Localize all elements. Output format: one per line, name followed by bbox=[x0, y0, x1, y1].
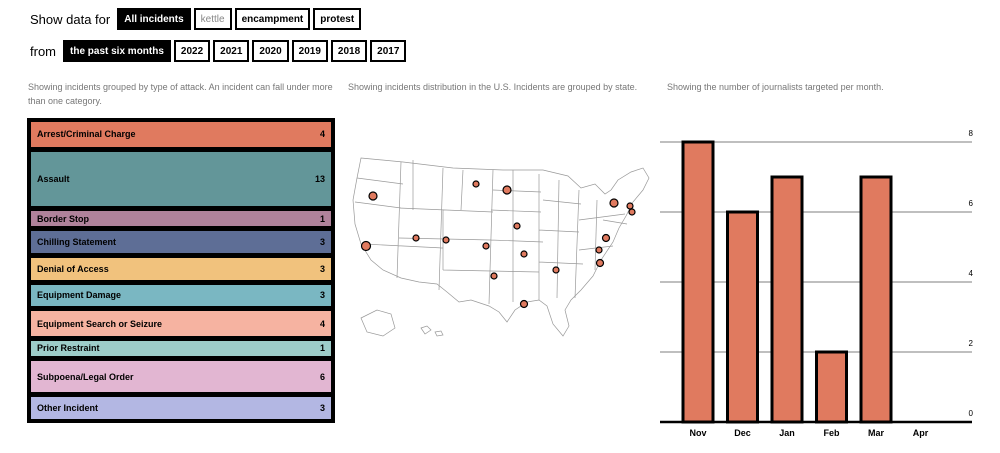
incident-marker-oregon[interactable] bbox=[368, 191, 378, 201]
treemap-tile-equipment-search-or-seizure[interactable]: Equipment Search or Seizure 4 bbox=[30, 310, 332, 337]
chart-y-ticks: 0 2 4 6 8 bbox=[969, 129, 974, 418]
x-tick-label-dec: Dec bbox=[734, 428, 751, 438]
filter-kettle-button[interactable]: kettle bbox=[193, 8, 232, 30]
incident-marker-north-dakota[interactable] bbox=[472, 180, 480, 188]
treemap-tile-count: 1 bbox=[319, 343, 325, 354]
treemap-tile-other-incident[interactable]: Other Incident 3 bbox=[30, 396, 332, 420]
y-tick-label-6: 6 bbox=[969, 199, 974, 208]
filter-encampment-button[interactable]: encampment bbox=[234, 8, 311, 30]
y-tick-label-0: 0 bbox=[969, 409, 974, 418]
incident-marker-new-jersey[interactable] bbox=[601, 233, 611, 243]
treemap-tile-equipment-damage[interactable]: Equipment Damage 3 bbox=[30, 283, 332, 308]
chart-x-ticks: Nov Dec Jan Feb Mar Apr bbox=[689, 428, 928, 438]
y-tick-label-4: 4 bbox=[969, 269, 974, 278]
period-2017-button[interactable]: 2017 bbox=[370, 40, 407, 62]
period-2019-button[interactable]: 2019 bbox=[291, 40, 328, 62]
treemap-tile-denial-of-access[interactable]: Denial of Access 3 bbox=[30, 256, 332, 281]
bar-feb[interactable] bbox=[815, 350, 848, 424]
incident-marker-iowa[interactable] bbox=[513, 222, 521, 230]
incident-state-markers bbox=[360, 180, 636, 309]
x-tick-label-nov: Nov bbox=[689, 428, 706, 438]
bar-nov[interactable] bbox=[681, 140, 715, 424]
hawaii-shape bbox=[420, 325, 444, 337]
treemap-tile-label: Assault bbox=[37, 174, 70, 185]
treemap-tile-count: 1 bbox=[319, 213, 325, 224]
x-tick-label-jan: Jan bbox=[779, 428, 795, 438]
treemap-tile-count: 3 bbox=[319, 290, 325, 301]
incident-type-filter: Show data for All incidents kettle encam… bbox=[30, 8, 364, 30]
incident-marker-nebraska[interactable] bbox=[482, 242, 490, 250]
treemap-tile-label: Other Incident bbox=[37, 403, 99, 414]
incident-marker-virginia[interactable] bbox=[595, 246, 603, 254]
x-tick-label-mar: Mar bbox=[868, 428, 885, 438]
treemap-tile-count: 6 bbox=[319, 371, 325, 382]
incident-marker-oklahoma[interactable] bbox=[490, 272, 498, 280]
journalists-per-month-chart: 0 2 4 6 8 Nov Dec Jan Feb Mar Apr bbox=[660, 129, 974, 438]
period-2022-button[interactable]: 2022 bbox=[173, 40, 211, 62]
x-tick-label-feb: Feb bbox=[823, 428, 840, 438]
period-2018-button[interactable]: 2018 bbox=[330, 40, 368, 62]
treemap-tile-count: 3 bbox=[319, 263, 325, 274]
treemap-tile-border-stop[interactable]: Border Stop 1 bbox=[30, 210, 332, 228]
incident-marker-tennessee[interactable] bbox=[552, 266, 560, 274]
months-caption: Showing the number of journalists target… bbox=[667, 82, 884, 92]
incident-marker-utah[interactable] bbox=[412, 234, 420, 242]
period-2020-button[interactable]: 2020 bbox=[252, 40, 289, 62]
bar-mar[interactable] bbox=[859, 175, 893, 424]
treemap-tile-label: Equipment Search or Seizure bbox=[37, 318, 163, 329]
y-tick-label-8: 8 bbox=[969, 129, 974, 138]
treemap-tile-count: 13 bbox=[314, 174, 325, 185]
bar-jan[interactable] bbox=[770, 175, 804, 424]
incident-marker-texas[interactable] bbox=[519, 299, 529, 309]
incident-marker-massachusetts[interactable] bbox=[626, 202, 634, 210]
from-label: from bbox=[30, 43, 56, 59]
treemap-tile-prior-restraint[interactable]: Prior Restraint 1 bbox=[30, 339, 332, 357]
incident-marker-connecticut[interactable] bbox=[628, 208, 636, 216]
treemap-tile-chilling-statement[interactable]: Chilling Statement 3 bbox=[30, 230, 332, 254]
treemap-tile-count: 3 bbox=[319, 403, 325, 414]
x-tick-label-apr: Apr bbox=[913, 428, 929, 438]
incident-marker-colorado[interactable] bbox=[442, 236, 450, 244]
us-incident-map bbox=[352, 157, 650, 337]
incident-marker-new-york[interactable] bbox=[609, 198, 619, 208]
period-filter: from the past six months 2022 2021 2020 … bbox=[30, 40, 409, 62]
treemap-tile-assault[interactable]: Assault 13 bbox=[30, 150, 332, 208]
treemap-tile-label: Equipment Damage bbox=[37, 290, 122, 301]
treemap-tile-label: Chilling Statement bbox=[37, 237, 117, 248]
treemap-tile-label: Denial of Access bbox=[37, 263, 109, 274]
us-states-outline bbox=[352, 157, 650, 337]
incident-marker-missouri[interactable] bbox=[520, 250, 528, 258]
filter-protest-button[interactable]: protest bbox=[313, 8, 362, 30]
treemap-tile-subpoena-legal-order[interactable]: Subpoena/Legal Order 6 bbox=[30, 359, 332, 394]
alaska-shape bbox=[360, 309, 396, 337]
treemap-tile-label: Prior Restraint bbox=[37, 343, 100, 354]
y-tick-label-2: 2 bbox=[969, 339, 974, 348]
treemap-tile-count: 4 bbox=[319, 129, 325, 140]
treemap-tile-arrest-criminal-charge[interactable]: Arrest/Criminal Charge 4 bbox=[30, 121, 332, 148]
bar-dec[interactable] bbox=[726, 210, 759, 424]
treemap-tile-label: Subpoena/Legal Order bbox=[37, 371, 134, 382]
treemap-tile-count: 3 bbox=[319, 237, 325, 248]
filter-all-incidents-button[interactable]: All incidents bbox=[117, 8, 191, 30]
treemap-tile-label: Arrest/Criminal Charge bbox=[37, 129, 136, 140]
chart-bars bbox=[681, 140, 893, 424]
types-caption: Showing incidents grouped by type of att… bbox=[28, 82, 333, 106]
show-data-label: Show data for bbox=[30, 11, 111, 27]
incident-marker-california[interactable] bbox=[360, 240, 372, 252]
period-six-months-button[interactable]: the past six months bbox=[63, 40, 171, 62]
attack-type-treemap: Arrest/Criminal Charge 4 Assault 13 Border S… bbox=[27, 118, 335, 423]
map-caption: Showing incidents distribution in the U.… bbox=[348, 82, 638, 92]
treemap-tile-label: Border Stop bbox=[37, 213, 90, 224]
incident-marker-north-carolina[interactable] bbox=[595, 258, 605, 268]
period-2021-button[interactable]: 2021 bbox=[213, 40, 250, 62]
treemap-tile-count: 4 bbox=[319, 318, 325, 329]
incident-marker-minnesota[interactable] bbox=[502, 185, 512, 195]
